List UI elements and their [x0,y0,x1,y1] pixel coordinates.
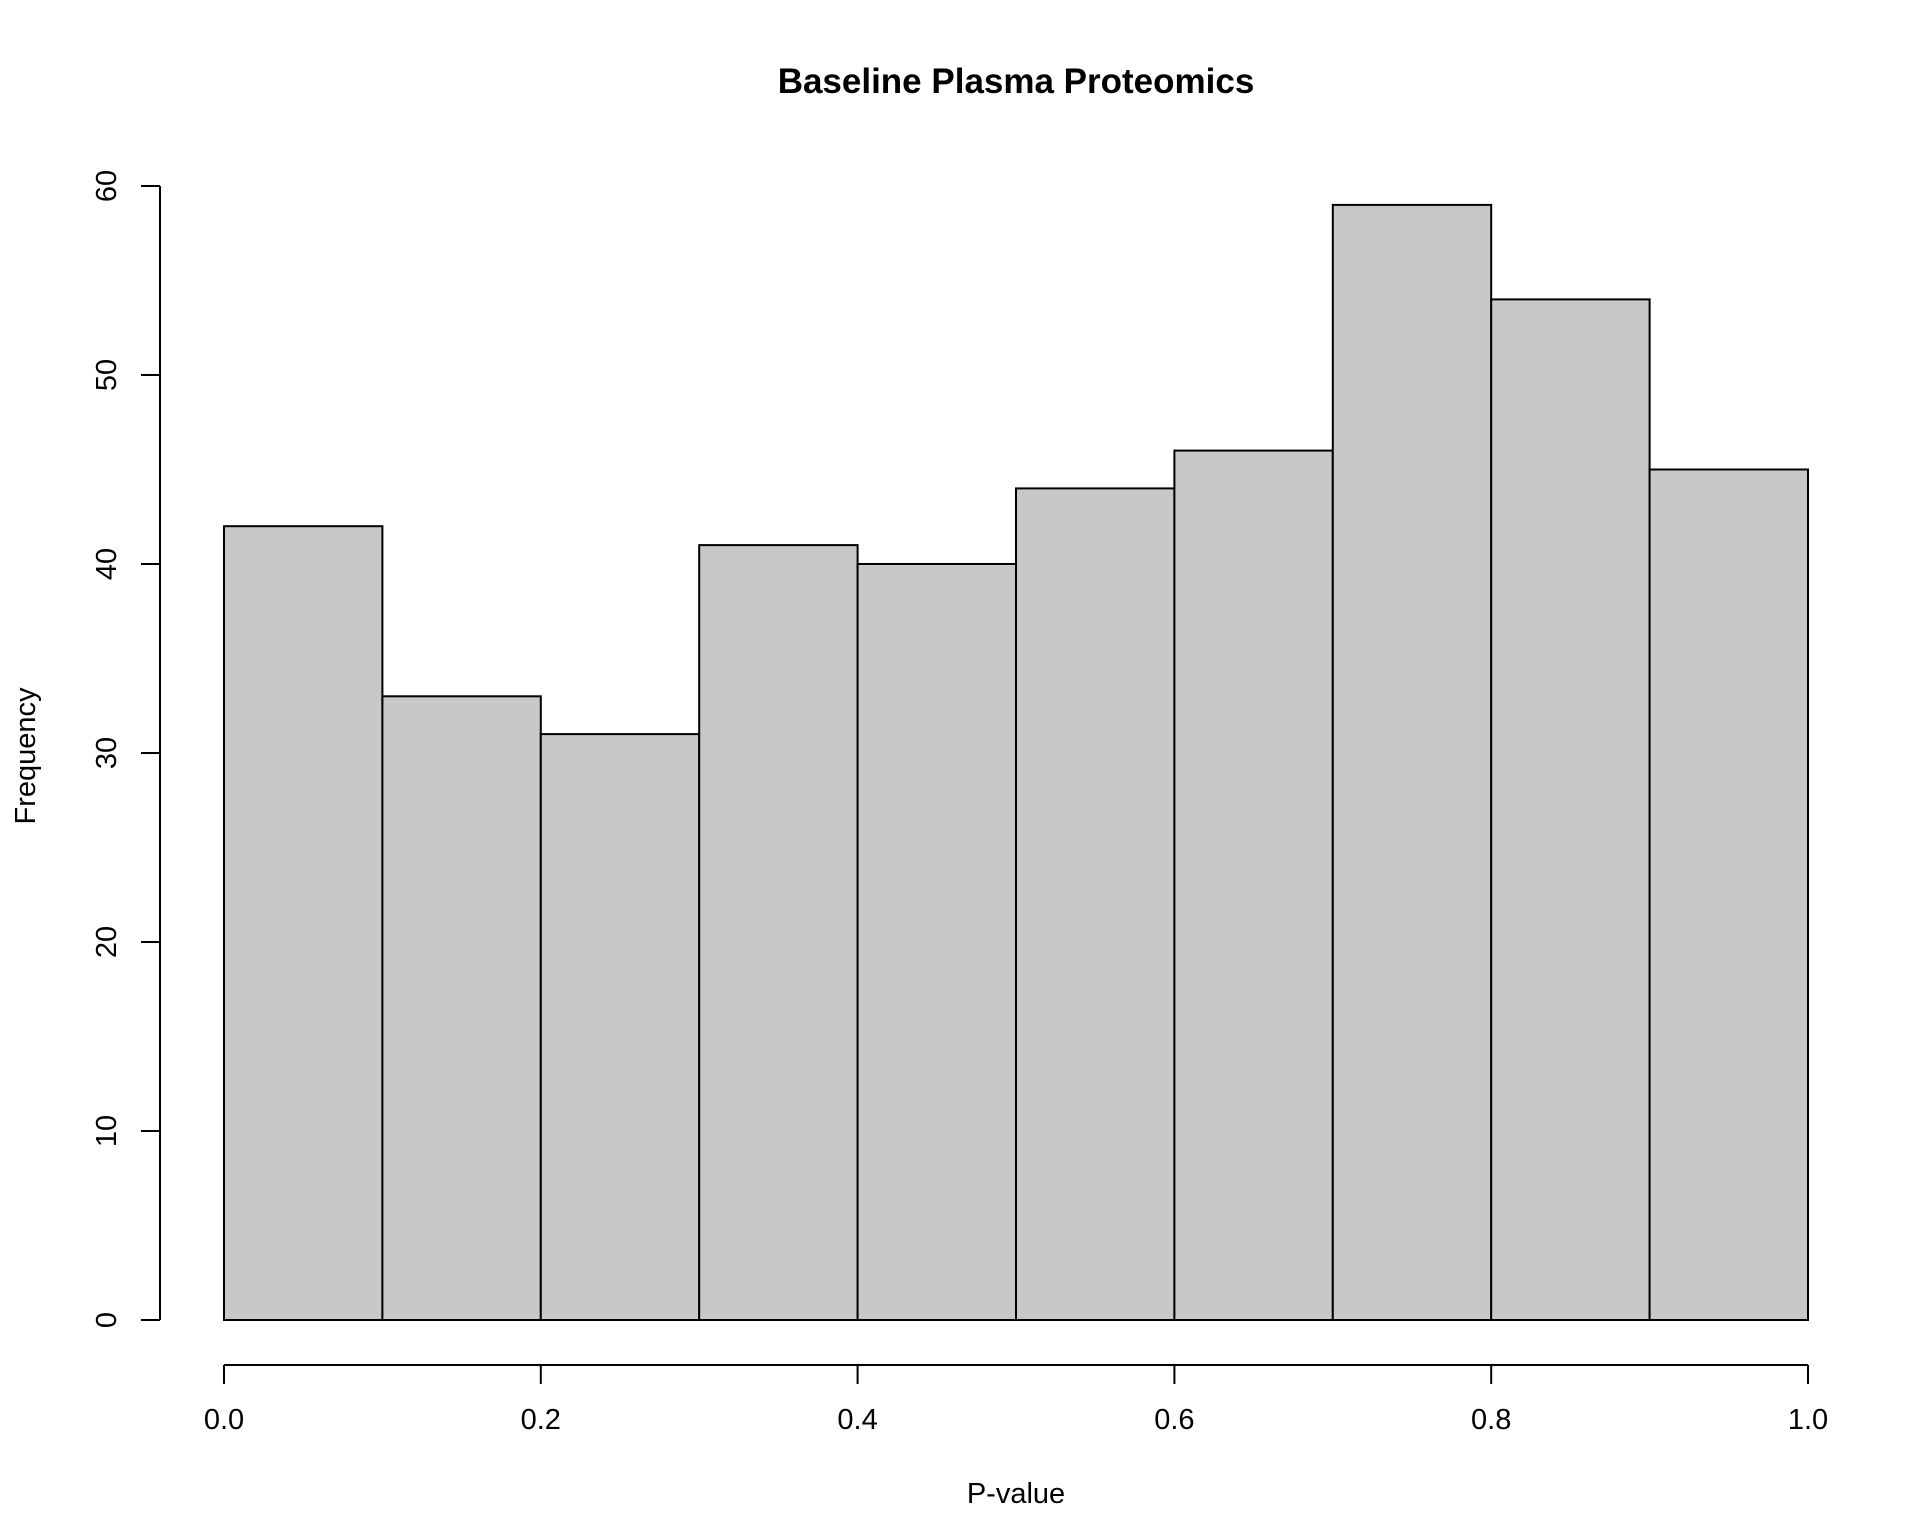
x-tick-label: 1.0 [1788,1404,1828,1436]
y-tick-label: 30 [91,737,123,769]
histogram-bar [698,544,859,1321]
x-tick-label: 0.2 [521,1404,561,1436]
histogram-bar [381,695,542,1321]
histogram-bar [539,733,701,1321]
x-tick-label: 0.0 [204,1404,244,1436]
bars-group [223,203,1809,1322]
x-axis-label: P-value [967,1478,1065,1510]
histogram-bar [1490,298,1651,1321]
y-axis: 0 10 20 30 40 50 60 [91,170,161,1328]
histogram-bar [223,525,384,1321]
y-tick-label: 20 [91,926,123,958]
y-tick-label: 10 [91,1115,123,1147]
x-axis: 0.0 0.2 0.4 0.6 0.8 1.0 [204,1364,1828,1436]
x-tick-label: 0.8 [1471,1404,1511,1436]
x-tick-label: 0.4 [837,1404,877,1436]
histogram-bar [856,563,1017,1321]
histogram-bar [1331,203,1493,1321]
x-tick-label: 0.6 [1154,1404,1194,1436]
histogram-bar [1015,487,1176,1321]
y-tick-label: 0 [91,1312,123,1328]
chart-title: Baseline Plasma Proteomics [778,62,1255,101]
y-axis-label: Frequency [10,687,42,825]
histogram-bar [1648,468,1809,1321]
y-tick-label: 50 [91,359,123,391]
y-tick-label: 40 [91,548,123,580]
histogram-bar [1173,449,1334,1322]
y-tick-label: 60 [91,170,123,202]
